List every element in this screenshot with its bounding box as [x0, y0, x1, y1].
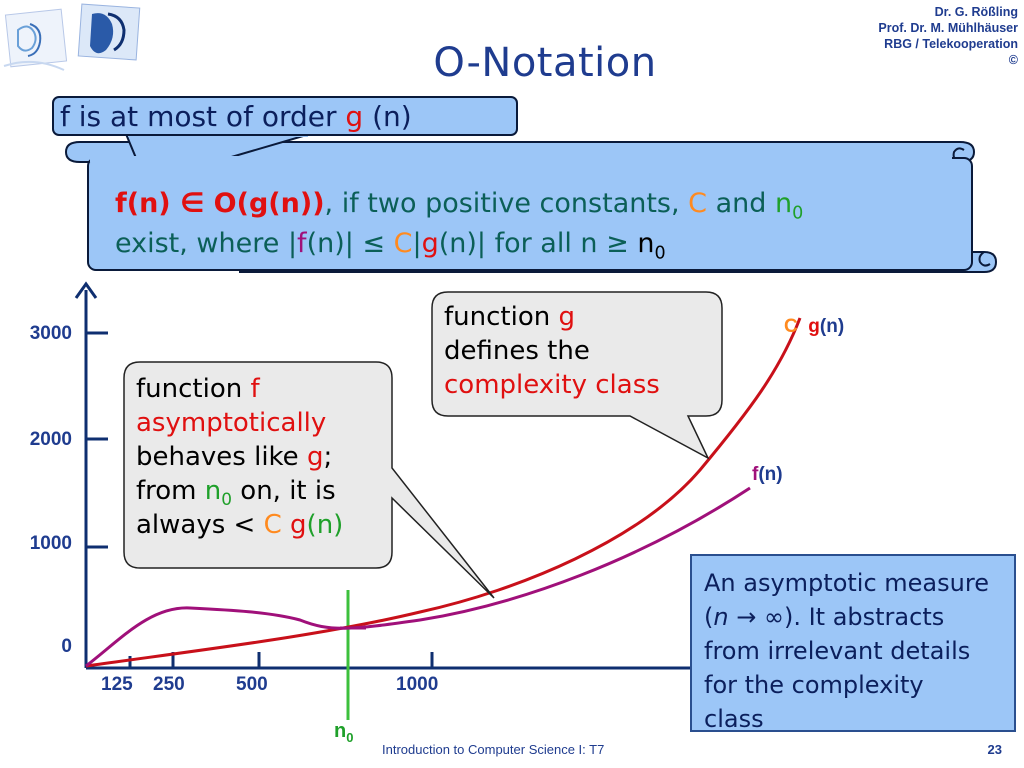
- def-n-bar: (n)|: [306, 228, 363, 259]
- def-C: C: [688, 188, 708, 219]
- bubble-f-semicolon: ;: [323, 442, 333, 472]
- note-paren: (: [704, 603, 714, 631]
- series-f-line: [85, 486, 751, 668]
- def-and: and: [707, 188, 775, 219]
- series-cg-line: [85, 317, 802, 668]
- y-tick-label-0: 0: [61, 636, 72, 657]
- def-n-sub: 0: [792, 203, 804, 224]
- callout-prefix: f is at most of order: [60, 100, 346, 133]
- def-bar: |: [412, 228, 422, 259]
- note-line-1: An asymptotic measure: [704, 569, 989, 597]
- asymptotic-note: An asymptotic measure (n → ∞). It abstra…: [690, 554, 1016, 733]
- bubble-g-line-3: complexity class: [444, 370, 660, 400]
- bubble-f-f: f: [250, 374, 260, 404]
- bubble-f-g2: g: [281, 510, 307, 540]
- n0-marker-sub: 0: [346, 730, 354, 745]
- n0-marker-n: n: [334, 720, 347, 742]
- x-tick-label-1000: 1000: [396, 674, 439, 695]
- note-rest: ). It abstracts: [783, 603, 945, 631]
- bubble-f-C: C: [263, 510, 282, 540]
- x-tick-label-500: 500: [236, 674, 268, 695]
- page-number: 23: [987, 742, 1002, 757]
- def-f: f: [297, 228, 307, 259]
- bubble-f-n-sub: 0: [221, 489, 233, 510]
- author-1: Dr. G. Rößling: [934, 5, 1018, 19]
- def-comma-text: , if two positive constants,: [324, 188, 689, 219]
- bubble-f-from: from: [136, 476, 205, 506]
- footer-course: Introduction to Computer Science I: T7: [382, 742, 605, 757]
- note-n: n: [713, 603, 729, 631]
- y-tick-label-3000: 3000: [29, 323, 72, 344]
- bubble-g-line-1: function g: [444, 300, 660, 334]
- bubble-f-behaves: behaves like: [136, 442, 307, 472]
- bubble-f-always: always <: [136, 510, 264, 540]
- series-cg-label-C: C: [784, 316, 798, 337]
- note-line-4: for the complexity: [704, 671, 924, 699]
- series-f-label-f: f: [752, 464, 759, 485]
- def-n: n: [775, 188, 793, 219]
- bubble-f-shape: [123, 361, 495, 599]
- bubble-f-g: g: [306, 442, 324, 472]
- callout-f-order: f is at most of order g (n): [52, 96, 518, 136]
- author-block: Dr. G. Rößling Prof. Dr. M. Mühlhäuser R…: [878, 4, 1018, 68]
- bubble-f-text: function f asymptotically behaves like g…: [136, 372, 343, 542]
- series-cg-label-n: (n): [819, 316, 845, 337]
- y-tick-label-1000: 1000: [29, 533, 72, 554]
- author-3: RBG / Telekooperation: [884, 37, 1018, 51]
- def-geq: ≥: [606, 228, 629, 259]
- bubble-f-prefix: function: [136, 374, 251, 404]
- callout-suffix: (n): [363, 100, 412, 133]
- slide-title: O-Notation: [433, 40, 657, 86]
- bubble-g-text: function g defines the complexity class: [444, 300, 660, 402]
- bubble-f-line-5: always < C g(n): [136, 508, 343, 542]
- author-2: Prof. Dr. M. Mühlhäuser: [878, 21, 1018, 35]
- series-f-label-n: (n): [758, 464, 783, 485]
- definition-box-top-mask: [90, 156, 952, 162]
- def-g: g: [421, 228, 439, 259]
- university-logo: [3, 3, 141, 71]
- n0-marker-label: n0: [334, 720, 354, 745]
- definition-line-2: exist, where |f(n)| ≤ C|g(n)| for all n …: [115, 224, 935, 264]
- bubble-g-shape: [431, 291, 723, 460]
- def-n2: n: [628, 228, 655, 259]
- def-leq: ≤: [362, 228, 386, 259]
- series-f-label: f(n): [752, 464, 783, 486]
- def-element-of: ∈: [180, 188, 205, 219]
- def-C2: C: [385, 228, 413, 259]
- y-axis-arrow: [74, 281, 98, 299]
- bubble-f-onward: on, it is: [232, 476, 336, 506]
- x-tick-label-250: 250: [153, 674, 185, 695]
- y-tick-label-2000: 2000: [29, 429, 72, 450]
- note-arrow: → ∞: [728, 603, 784, 631]
- bubble-f-n: n: [204, 476, 222, 506]
- bubble-g-prefix: function: [444, 302, 559, 332]
- series-cg-label: C g(n): [784, 316, 844, 338]
- series-cg-label-g: g: [808, 316, 820, 337]
- bubble-f-line-4: from n0 on, it is: [136, 474, 343, 508]
- definition-text: f(n) ∈ O(g(n)), if two positive constant…: [115, 184, 935, 264]
- copyright: ©: [1008, 53, 1018, 67]
- def-f-of-n: f(n): [115, 188, 181, 219]
- bubble-f-n2: (n): [306, 510, 344, 540]
- note-line-5: class: [704, 705, 764, 733]
- def-n2-sub: 0: [654, 243, 666, 264]
- bubble-f-line-2: asymptotically: [136, 408, 327, 438]
- def-big-o: O(g(n)): [204, 188, 325, 219]
- def-n-bar2: (n)| for all n: [438, 228, 607, 259]
- bubble-g-g: g: [558, 302, 575, 332]
- scroll-bottom-curl: [978, 251, 991, 267]
- definition-line-1: f(n) ∈ O(g(n)), if two positive constant…: [115, 184, 935, 224]
- bubble-g-line-2: defines the: [444, 336, 590, 366]
- note-line-3: from irrelevant details: [704, 637, 971, 665]
- callout-g: g: [345, 100, 364, 133]
- def-exist: exist, where |: [115, 228, 298, 259]
- bubble-f-line-3: behaves like g;: [136, 440, 343, 474]
- note-line-2: (n → ∞). It abstracts: [704, 600, 1004, 634]
- x-tick-label-125: 125: [101, 674, 133, 695]
- bubble-f-line-1: function f: [136, 372, 343, 406]
